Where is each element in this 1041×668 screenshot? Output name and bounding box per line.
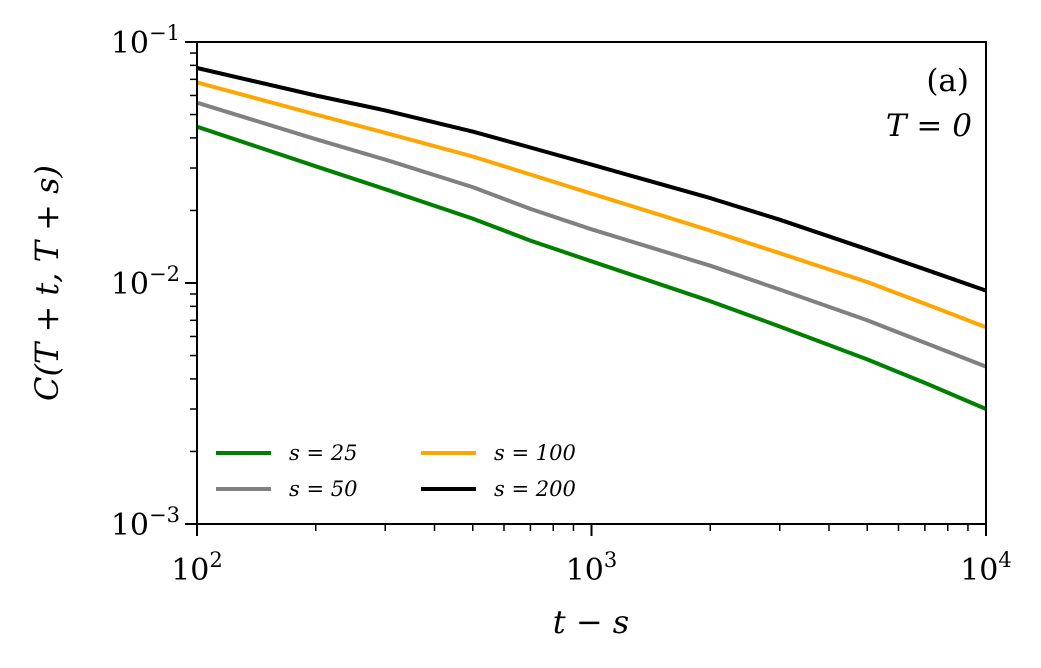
minor-ticks [190, 52, 969, 531]
legend-label: s = 100 [494, 441, 576, 465]
y-tick-label: 10−3 [111, 503, 180, 543]
x-tick-label: 104 [960, 548, 1012, 588]
series-line-2 [196, 100, 987, 369]
legend-label: s = 50 [289, 477, 357, 501]
y-tick-label: 10−1 [111, 21, 180, 61]
series-line-3 [196, 80, 987, 330]
legend-label: s = 25 [289, 441, 357, 465]
tick-labels: 102 103 104 10−3 10−2 10−1 [111, 21, 1012, 588]
x-axis-label: t − s [553, 603, 629, 641]
plot-frame [196, 41, 987, 525]
series-line-4 [196, 66, 987, 293]
y-axis-label: C(T + t, T + s) [28, 165, 66, 401]
major-ticks [185, 41, 987, 536]
legend: s = 25 s = 50 s = 100 s = 200 [216, 441, 576, 501]
series-lines [196, 66, 987, 411]
panel-label: (a) [926, 63, 969, 99]
legend-label: s = 200 [494, 477, 576, 501]
temperature-label: T = 0 [886, 108, 972, 144]
series-line-1 [196, 124, 987, 411]
y-tick-label: 10−2 [111, 262, 180, 302]
x-tick-label: 103 [566, 548, 618, 588]
x-tick-label: 102 [171, 548, 223, 588]
